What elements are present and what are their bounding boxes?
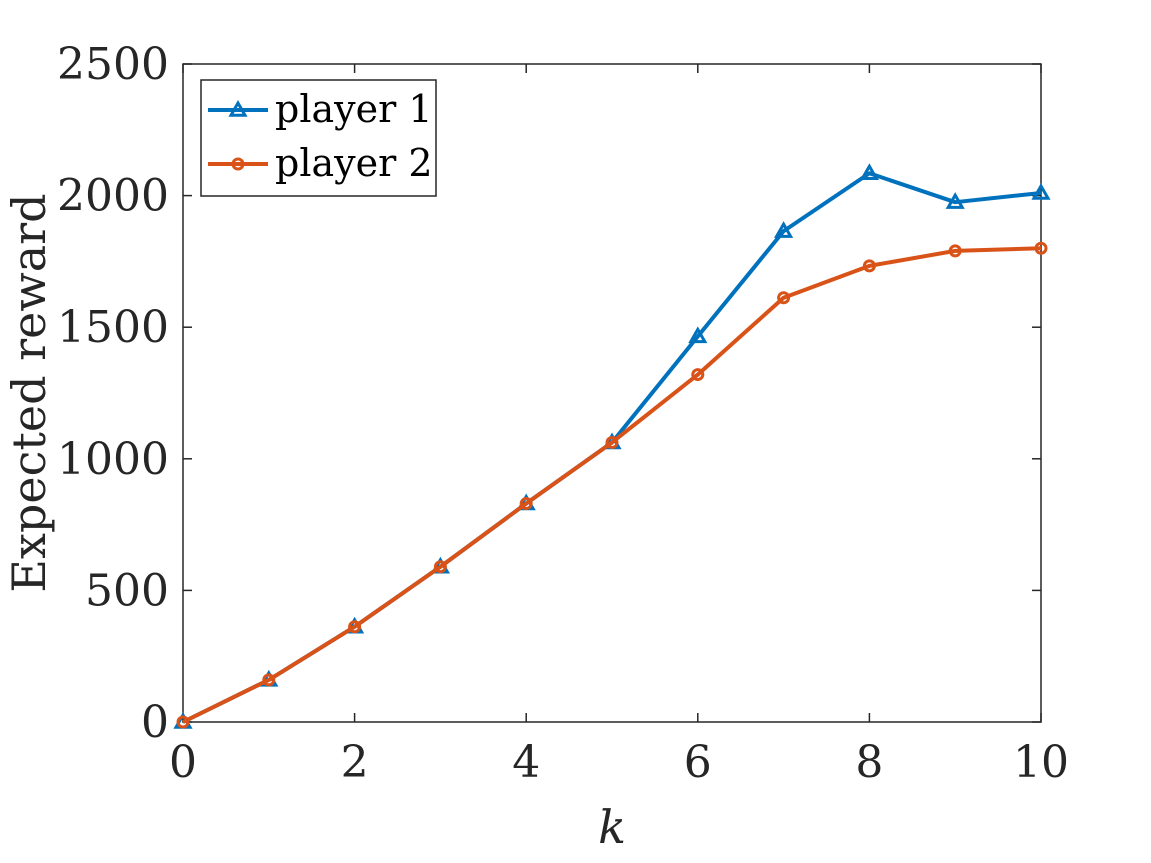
data-point [948,244,962,258]
triangle-marker-icon [228,99,248,117]
x-axis: 0 2 4 6 8 10 [169,64,1069,788]
data-point [688,326,708,344]
x-tick-label: 10 [1013,737,1069,788]
data-point [433,560,447,574]
data-point [862,259,876,273]
legend: player 1 player 2 [200,79,437,197]
data-point [859,163,879,180]
data-point [691,368,705,382]
circle-marker-icon [231,157,245,171]
y-axis-label: Expected reward [2,193,56,592]
x-tick-label: 0 [169,737,197,788]
y-tick-label: 2500 [57,39,169,90]
x-tick-label: 2 [341,737,369,788]
data-point [605,435,619,449]
data-point [774,221,794,238]
data-point [262,673,276,687]
series-line [182,246,1042,724]
x-axis-label: k [598,800,626,854]
legend-box [200,79,437,197]
legend-label: player 1 [275,87,433,131]
y-tick-label: 1000 [57,434,169,485]
x-tick-label: 6 [684,737,712,788]
x-tick-label: 4 [512,737,540,788]
data-point [519,497,533,511]
data-point [176,715,190,729]
y-tick-label: 0 [141,697,169,748]
x-tick-label: 8 [855,737,883,788]
y-tick-label: 1500 [57,302,169,353]
y-tick-label: 2000 [57,171,169,222]
data-point [945,192,965,209]
data-point [348,620,362,634]
data-point [777,291,791,305]
series-2 [176,241,1048,729]
series-layer [173,163,1051,729]
data-point [1034,241,1048,255]
legend-label: player 2 [275,141,433,185]
y-tick-label: 500 [85,565,169,616]
data-point [1031,182,1051,200]
y-axis: 0 500 1000 1500 2000 2500 [57,39,1041,748]
